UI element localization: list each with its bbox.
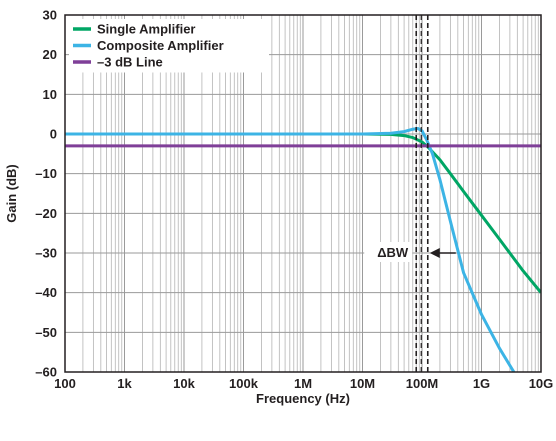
series-lines [65,126,541,372]
y-tick-label: 10 [43,87,57,102]
y-tick-label: 20 [43,47,57,62]
x-axis-title: Frequency (Hz) [256,391,350,406]
x-tick-label: 1k [117,376,132,391]
x-tick-label: 100 [54,376,76,391]
legend-label: Composite Amplifier [97,38,224,53]
legend-label: –3 dB Line [97,55,163,70]
y-tick-label: –10 [35,166,57,181]
y-axis-title: Gain (dB) [4,164,19,223]
bw-label-background [364,242,413,262]
x-tick-label: 100M [406,376,439,391]
legend-label: Single Amplifier [97,22,195,37]
y-tick-label: –30 [35,246,57,261]
x-tick-label: 10k [173,376,195,391]
y-tick-label: –20 [35,206,57,221]
x-tick-label: 1G [473,376,490,391]
legend-background [69,19,269,73]
x-tick-label: 100k [229,376,259,391]
y-tick-label: –50 [35,325,57,340]
y-tick-label: 0 [50,127,57,142]
series-line-composite-amplifier [65,126,516,372]
y-tick-label: –60 [35,365,57,380]
x-tick-label: 10G [529,376,554,391]
annotations: ΔBW [364,15,456,372]
y-tick-label: –40 [35,285,57,300]
x-tick-label: 10M [350,376,375,391]
y-tick-label: 30 [43,8,57,23]
bw-arrow-head [429,248,440,258]
x-tick-label: 1M [294,376,312,391]
grid [64,14,541,373]
plot-frame [64,14,542,373]
bw-label: ΔBW [377,245,409,260]
